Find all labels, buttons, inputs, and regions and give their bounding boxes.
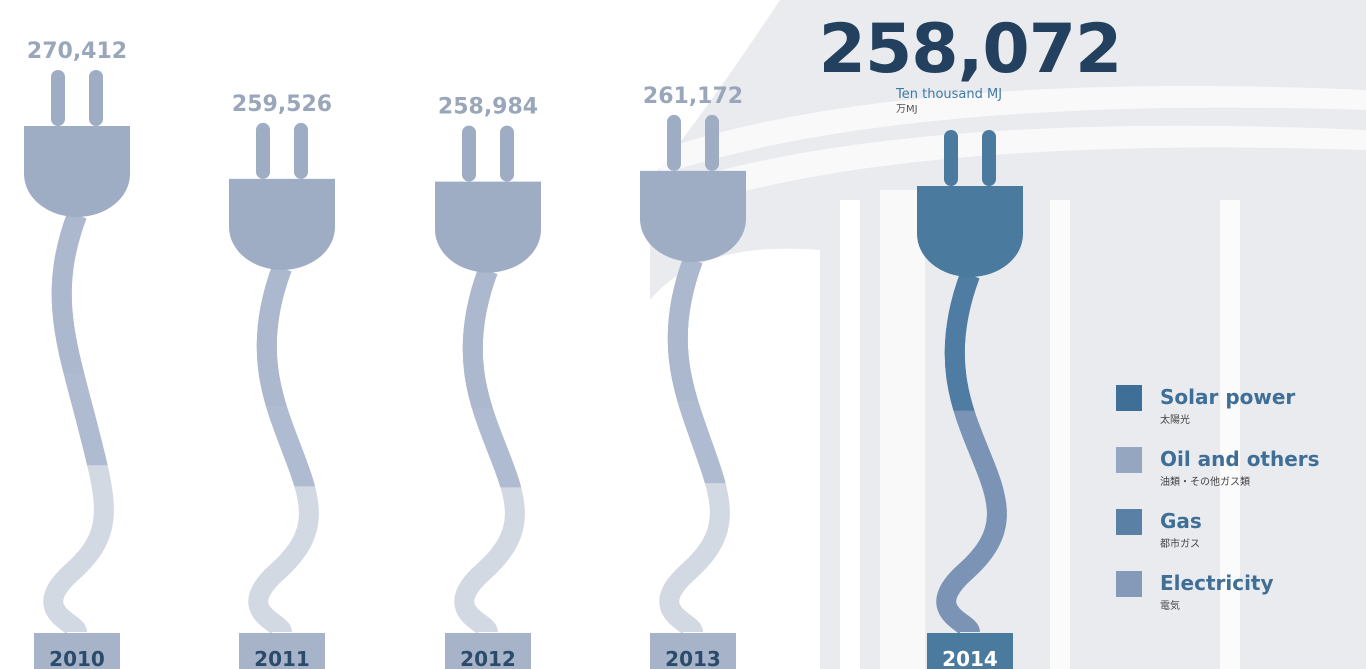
- value-label: 258,984: [438, 95, 538, 120]
- prong: [51, 70, 65, 126]
- unit: Ten thousand MJ: [895, 87, 1002, 102]
- cable: [51, 211, 87, 374]
- plug-body: [229, 178, 335, 270]
- year-box: [927, 633, 1013, 669]
- value-label: 258,072: [819, 10, 1122, 89]
- year-box: [34, 633, 120, 669]
- year-box: [650, 633, 736, 669]
- year-label: 2012: [460, 647, 516, 669]
- plug-body: [24, 126, 130, 217]
- prong: [294, 122, 308, 179]
- legend-swatch: [1116, 385, 1142, 411]
- year-label: 2013: [665, 647, 721, 669]
- prong: [89, 70, 103, 126]
- plug: [917, 130, 1023, 637]
- prong: [256, 122, 270, 179]
- legend-sub: 太陽光: [1160, 413, 1190, 426]
- year-label: 2014: [942, 647, 998, 669]
- prong: [944, 130, 958, 186]
- year-box: [239, 633, 325, 669]
- year-label: 2011: [254, 647, 310, 669]
- legend-swatch: [1116, 509, 1142, 535]
- legend-name: Electricity: [1160, 571, 1274, 595]
- prong: [500, 125, 514, 182]
- value-label: 261,172: [643, 84, 743, 109]
- prong: [705, 114, 719, 171]
- background-building: [650, 0, 1366, 669]
- legend-name: Solar power: [1160, 385, 1295, 409]
- year-label: 2010: [49, 647, 105, 669]
- legend-sub: 電気: [1160, 599, 1180, 612]
- plug-body: [435, 181, 541, 273]
- cable: [462, 267, 498, 408]
- legend-name: Oil and others: [1160, 447, 1320, 471]
- plug: [229, 122, 335, 637]
- value-label: 270,412: [27, 39, 127, 64]
- plug-body: [917, 186, 1023, 277]
- prong: [462, 125, 476, 182]
- prong: [982, 130, 996, 186]
- legend-swatch: [1116, 447, 1142, 473]
- legend-swatch: [1116, 571, 1142, 597]
- legend-name: Gas: [1160, 509, 1202, 533]
- prong: [667, 114, 681, 171]
- unit-ja: 万MJ: [896, 104, 918, 115]
- legend-sub: 油類・その他ガス類: [1160, 475, 1250, 488]
- plug: [24, 70, 130, 637]
- cable: [256, 264, 292, 407]
- plug: [435, 125, 541, 637]
- cable: [667, 256, 703, 402]
- plug-body: [640, 170, 746, 262]
- legend-sub: 都市ガス: [1160, 537, 1200, 550]
- cable: [944, 271, 980, 411]
- plug: [640, 114, 746, 637]
- year-box: [445, 633, 531, 669]
- value-label: 259,526: [232, 92, 332, 117]
